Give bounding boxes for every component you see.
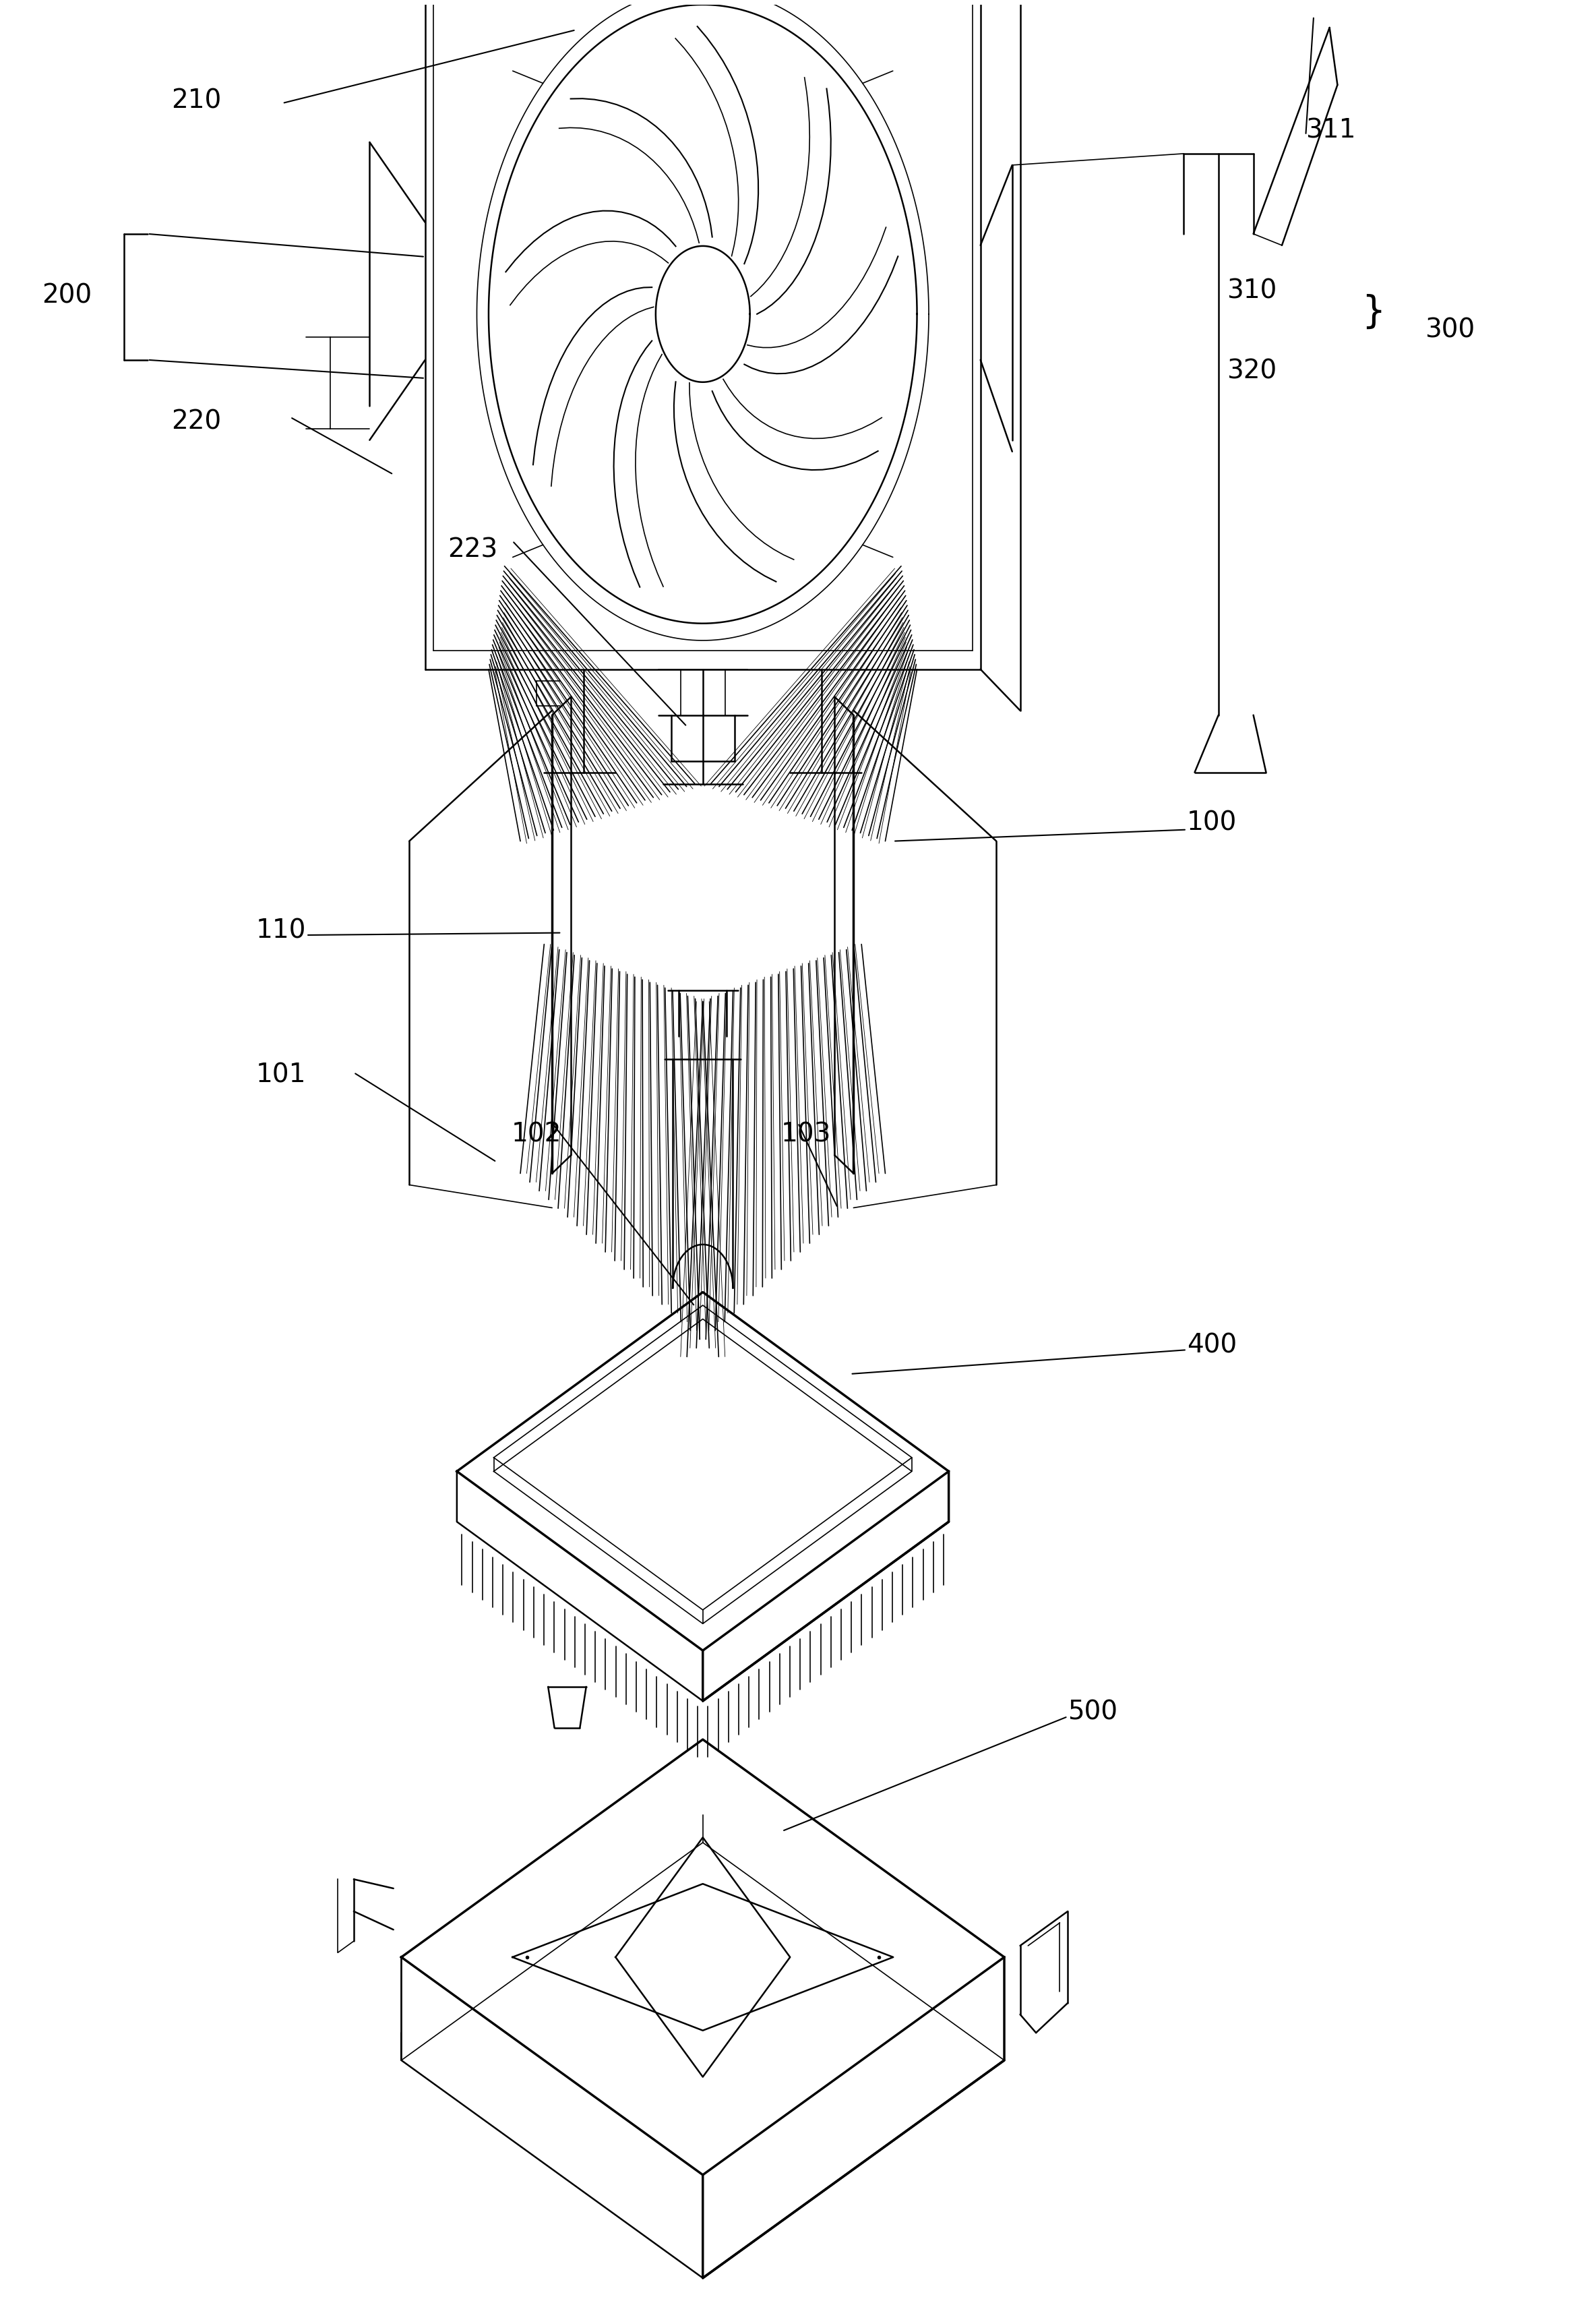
Text: 101: 101	[255, 1063, 306, 1088]
Text: 102: 102	[511, 1121, 562, 1148]
Text: 110: 110	[255, 918, 306, 943]
Text: 500: 500	[1068, 1698, 1117, 1726]
Text: 223: 223	[448, 536, 498, 564]
Text: 320: 320	[1226, 359, 1277, 384]
Text: 200: 200	[41, 283, 93, 308]
Text: 400: 400	[1187, 1332, 1237, 1358]
Text: 300: 300	[1425, 318, 1475, 343]
Text: 310: 310	[1226, 278, 1277, 304]
Text: 210: 210	[171, 87, 222, 113]
Text: 103: 103	[780, 1121, 832, 1148]
Text: }: }	[1361, 295, 1385, 329]
Text: 100: 100	[1187, 810, 1237, 835]
Text: 311: 311	[1306, 117, 1357, 143]
Text: 220: 220	[171, 410, 222, 435]
